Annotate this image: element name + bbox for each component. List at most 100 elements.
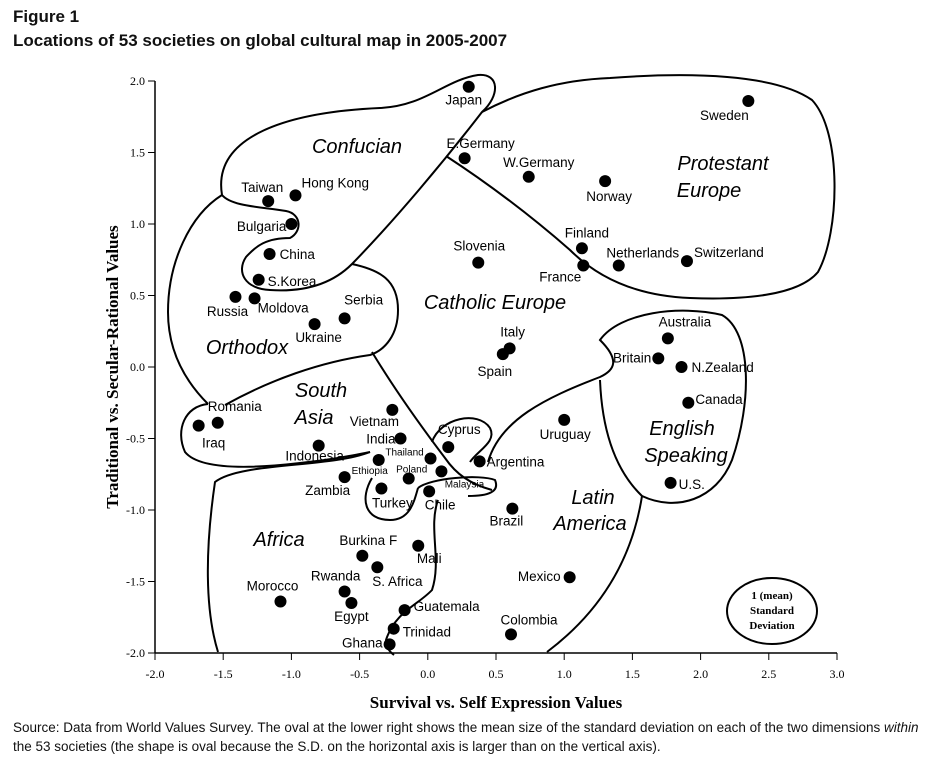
data-point — [338, 312, 351, 325]
x-tick-label: -2.0 — [146, 667, 165, 681]
point-label: Japan — [445, 93, 482, 108]
x-tick-label: 1.5 — [625, 667, 640, 681]
x-tick-label: 3.0 — [830, 667, 845, 681]
data-point — [424, 452, 437, 465]
data-point — [383, 638, 396, 651]
source-note-text-2: the 53 societies (the shape is oval beca… — [13, 739, 661, 754]
data-point — [192, 419, 205, 432]
x-tick-label: -1.5 — [214, 667, 233, 681]
point-label: Iraq — [202, 436, 225, 451]
data-point — [412, 539, 425, 552]
data-point — [680, 255, 693, 268]
point-label: Poland — [396, 465, 427, 476]
y-tick-label: -1.0 — [126, 503, 145, 517]
y-tick-label: 1.5 — [130, 146, 145, 160]
boundary-confucian — [220, 73, 496, 292]
point-label: Zambia — [305, 483, 351, 498]
point-label: Ukraine — [295, 330, 342, 345]
point-label: Guatemala — [414, 599, 481, 614]
point-label: Slovenia — [453, 239, 505, 254]
data-point — [435, 465, 448, 478]
point-label: Spain — [478, 364, 513, 379]
point-label: S.Korea — [268, 274, 317, 289]
data-point — [338, 585, 351, 598]
x-tick-label: 0.5 — [489, 667, 504, 681]
point-label: U.S. — [679, 477, 705, 492]
data-point — [506, 502, 519, 515]
boundary-catholic — [371, 351, 493, 491]
x-tick-label: -0.5 — [350, 667, 369, 681]
point-label: Colombia — [500, 612, 558, 627]
source-note-text-1: Source: Data from World Values Survey. T… — [13, 720, 884, 735]
data-point — [211, 416, 224, 429]
data-point — [458, 152, 471, 165]
boundary-cyprus — [431, 417, 493, 463]
data-point — [371, 561, 384, 574]
point-label: Finland — [565, 225, 609, 240]
point-label: Australia — [659, 314, 712, 329]
point-label: China — [280, 247, 316, 262]
data-point — [345, 596, 358, 609]
source-note-italic: within — [883, 720, 919, 735]
data-point — [308, 318, 321, 331]
data-point — [612, 259, 625, 272]
region-south-asia-1: South — [295, 380, 347, 402]
region-protestant-2: Europe — [677, 180, 742, 202]
region-labels: Confucian Protestant Europe Catholic Eur… — [206, 136, 770, 551]
x-tick-label: 0.0 — [420, 667, 435, 681]
data-point — [577, 259, 590, 272]
y-tick-label: -0.5 — [126, 432, 145, 446]
data-point — [675, 361, 688, 373]
point-label: Cyprus — [438, 422, 481, 437]
region-latin-1: Latin — [571, 487, 614, 509]
point-label: W.Germany — [503, 155, 575, 170]
point-label: Ghana — [342, 635, 383, 650]
y-tick-label: 2.0 — [130, 74, 145, 88]
data-point — [682, 396, 695, 409]
point-label: Taiwan — [241, 180, 283, 195]
boundary-south-asia — [180, 403, 371, 468]
point-label: Burkina F — [339, 533, 397, 548]
point-label: Malaysia — [445, 479, 485, 490]
data-point — [505, 628, 518, 641]
data-point — [558, 413, 571, 426]
point-label: E.Germany — [446, 136, 515, 151]
cultural-zone-boundaries — [166, 73, 836, 656]
data-point — [402, 472, 415, 485]
data-point — [496, 348, 509, 361]
point-label: Thailand — [385, 448, 423, 459]
data-point — [442, 441, 455, 454]
point-label: Moldova — [258, 300, 310, 315]
point-label: Canada — [695, 392, 743, 407]
point-label: Britain — [613, 350, 651, 365]
x-tick-label: -1.0 — [282, 667, 301, 681]
point-label: Ethiopia — [352, 466, 389, 477]
y-tick-label: 1.0 — [130, 217, 145, 231]
point-label: Sweden — [700, 108, 749, 123]
region-protestant-1: Protestant — [677, 153, 770, 175]
data-point — [387, 622, 400, 635]
x-tick-label: 2.5 — [761, 667, 776, 681]
y-tick-label: 0.0 — [130, 360, 145, 374]
point-label: Turkey — [372, 496, 413, 511]
y-axis-label: Traditional vs. Secular-Rational Values — [103, 225, 122, 509]
point-label: Switzerland — [694, 245, 764, 260]
region-south-asia-2: Asia — [294, 407, 334, 429]
x-tick-label: 2.0 — [693, 667, 708, 681]
boundary-latin-south — [546, 495, 643, 653]
point-label: Indonesia — [285, 449, 344, 464]
point-label: Mali — [417, 551, 442, 566]
point-label: Trinidad — [403, 625, 451, 640]
point-label: Egypt — [334, 609, 369, 624]
data-point — [664, 476, 677, 489]
point-label: Netherlands — [606, 245, 679, 260]
sd-legend-line-3: Deviation — [749, 620, 794, 632]
region-english-2: Speaking — [644, 445, 727, 467]
point-label: Brazil — [489, 514, 523, 529]
data-point — [274, 595, 287, 608]
data-point — [312, 439, 325, 452]
data-point — [262, 195, 275, 208]
region-catholic: Catholic Europe — [424, 292, 566, 314]
region-latin-2: America — [552, 513, 626, 535]
